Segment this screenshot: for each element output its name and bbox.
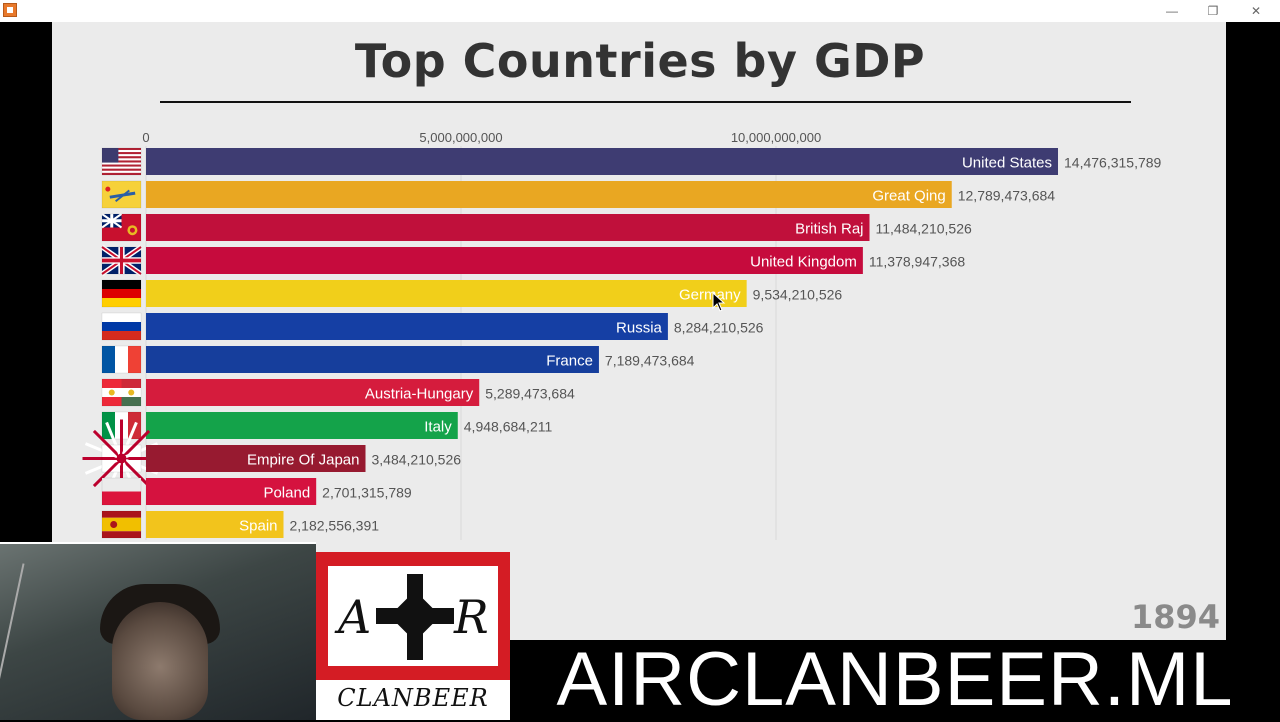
bar-chart: 0 5,000,000,000 10,000,000,000 United State… <box>82 130 1162 540</box>
bar <box>146 511 284 538</box>
bar-category-label: British Raj <box>795 221 863 238</box>
bar-value-label: 4,948,684,211 <box>464 419 553 435</box>
iron-cross-horizontal <box>376 608 454 624</box>
spain-flag-icon <box>101 510 142 539</box>
bar-category-label: United Kingdom <box>750 254 857 271</box>
bar-value-label: 2,182,556,391 <box>290 518 380 534</box>
bar-category-label: Spain <box>239 518 277 535</box>
uk-flag-icon <box>100 244 143 277</box>
bar-value-label: 12,789,473,684 <box>958 188 1056 204</box>
bar-value-label: 3,484,210,526 <box>372 452 462 468</box>
british-raj-flag-icon <box>101 213 142 242</box>
x-tick-label: 0 <box>142 130 149 145</box>
us-flag-icon <box>101 147 142 176</box>
year-label: 1894 <box>1130 598 1220 636</box>
bar-category-label: Italy <box>424 419 452 436</box>
bar <box>146 313 668 340</box>
bar-value-label: 11,484,210,526 <box>876 221 972 237</box>
france-flag-icon <box>101 345 142 374</box>
x-tick-label: 5,000,000,000 <box>419 130 502 145</box>
title-rule <box>160 101 1131 103</box>
bar-category-label: Poland <box>263 485 310 502</box>
close-button[interactable]: ✕ <box>1250 4 1262 18</box>
bar-value-label: 2,701,315,789 <box>322 485 412 501</box>
chart-title: Top Countries by GDP <box>354 34 926 88</box>
webcam-background-cable <box>0 563 25 701</box>
bar <box>146 247 863 274</box>
japan-flag-icon <box>82 419 161 498</box>
russia-flag-icon <box>101 312 142 341</box>
bar-category-label: Austria-Hungary <box>365 386 474 403</box>
bar-value-label: 8,284,210,526 <box>674 320 764 336</box>
restore-button[interactable]: ❐ <box>1207 4 1219 18</box>
bar-value-label: 7,189,473,684 <box>605 353 695 369</box>
poland-flag-icon <box>101 477 142 506</box>
bar-category-label: Russia <box>616 320 663 337</box>
app-icon <box>3 3 17 17</box>
bar-value-label: 14,476,315,789 <box>1064 155 1162 171</box>
bar-category-label: France <box>546 353 593 370</box>
germany-flag-icon <box>101 279 142 308</box>
bar-value-label: 9,534,210,526 <box>753 287 843 303</box>
bar <box>146 346 599 373</box>
bar <box>146 478 317 505</box>
webcam-feed <box>0 542 316 720</box>
logo-letter-a: A <box>338 590 372 644</box>
bar-category-label: Great Qing <box>872 188 945 205</box>
bar <box>146 181 952 208</box>
qing-flag-icon <box>101 180 142 209</box>
window-titlebar: — ❐ ✕ <box>0 0 1280 22</box>
minimize-button[interactable]: — <box>1166 4 1178 18</box>
bar <box>146 445 366 472</box>
bar <box>146 214 870 241</box>
webcam-border <box>0 542 316 544</box>
austria-hungary-flag-icon <box>101 378 142 407</box>
bar <box>146 379 480 406</box>
logo-letter-r: R <box>454 590 489 644</box>
webcam-person-face <box>112 602 208 720</box>
bar-category-label: United States <box>962 155 1052 172</box>
bar <box>146 148 1059 175</box>
logo-text: CLANBEER <box>337 684 489 712</box>
bar-value-label: 5,289,473,684 <box>485 386 575 402</box>
bar <box>146 412 458 439</box>
bar-category-label: Germany <box>679 287 741 304</box>
bar-value-label: 11,378,947,368 <box>869 254 965 270</box>
x-tick-label: 10,000,000,000 <box>731 130 821 145</box>
bar-category-label: Empire Of Japan <box>247 452 360 469</box>
bar <box>146 280 747 307</box>
website-banner: AIRCLANBEER.ML <box>510 640 1280 720</box>
clan-logo: A R CLANBEER <box>316 552 510 720</box>
